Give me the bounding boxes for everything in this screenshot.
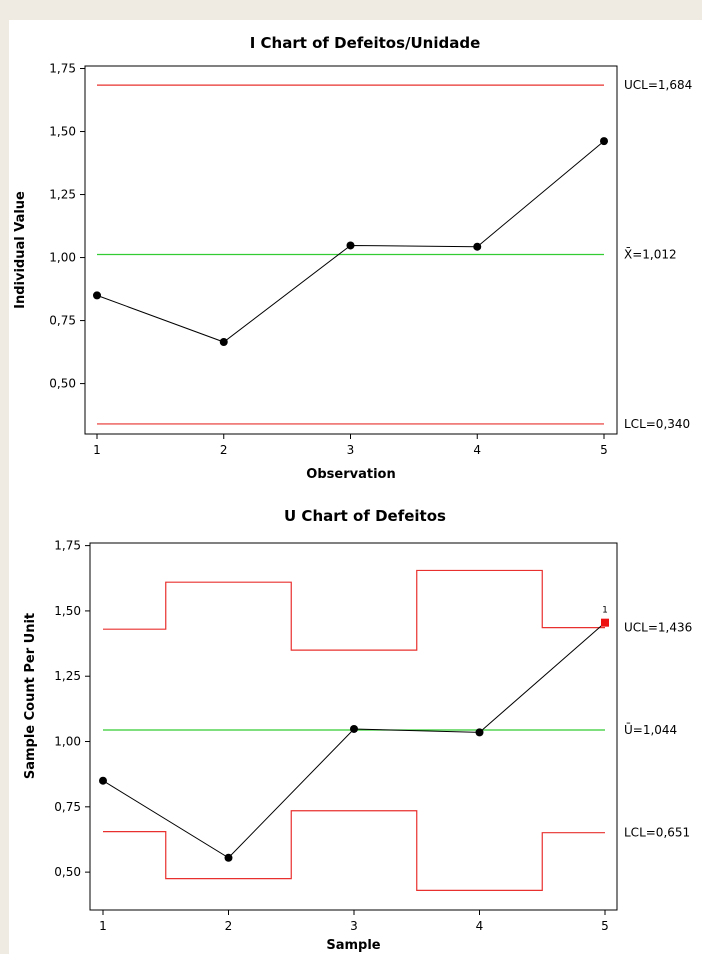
y-tick-label: 1,25 <box>49 188 76 202</box>
x-tick-label: 4 <box>473 443 481 457</box>
out-of-control-point <box>601 618 609 627</box>
data-point <box>346 241 355 250</box>
u-chart: U Chart of Defeitos Sample Sample Count Pe… <box>23 507 692 953</box>
out-of-control-flag: 1 <box>602 606 608 616</box>
x-tick-label: 5 <box>600 443 608 457</box>
y-tick-label: 1,00 <box>54 735 81 749</box>
y-axis-label: Sample Count Per Unit <box>23 613 38 779</box>
x-axis-label: Sample <box>326 938 380 953</box>
center-label: X̄=1,012 <box>624 247 677 261</box>
y-tick-label: 0,75 <box>54 800 81 814</box>
data-point <box>93 291 101 300</box>
data-point <box>600 137 608 146</box>
x-tick-label: 3 <box>347 443 355 457</box>
y-tick-label: 1,75 <box>54 539 81 553</box>
y-tick-label: 1,50 <box>49 125 76 139</box>
ucl-step-line <box>103 569 605 651</box>
lcl-step-line <box>103 810 605 892</box>
data-point <box>99 776 107 785</box>
x-tick-label: 1 <box>93 443 101 457</box>
y-tick-label: 0,75 <box>49 314 76 328</box>
y-tick-label: 1,50 <box>54 604 81 618</box>
x-tick-label: 2 <box>225 919 233 933</box>
ucl-label: UCL=1,436 <box>624 621 692 635</box>
x-axis-label: Observation <box>306 467 395 482</box>
plot-area <box>84 65 618 435</box>
data-point <box>473 242 482 251</box>
x-tick-label: 5 <box>601 919 609 933</box>
lcl-label: LCL=0,340 <box>624 417 690 431</box>
data-point <box>350 724 358 733</box>
ucl-label: UCL=1,684 <box>624 78 692 92</box>
data-point <box>475 728 484 737</box>
chart-title: I Chart of Defeitos/Unidade <box>250 34 481 52</box>
y-tick-label: 1,25 <box>54 669 81 683</box>
x-tick-label: 4 <box>476 919 484 933</box>
center-label: Ū=1,044 <box>624 723 677 737</box>
y-tick-label: 1,00 <box>49 251 76 265</box>
data-point <box>219 338 228 346</box>
y-tick-label: 0,50 <box>54 865 81 879</box>
x-tick-label: 1 <box>99 919 107 933</box>
x-tick-label: 2 <box>220 443 228 457</box>
i-chart: I Chart of Defeitos/Unidade Observation In… <box>13 34 692 482</box>
y-axis-label: Individual Value <box>13 191 28 309</box>
x-tick-label: 3 <box>350 919 358 933</box>
data-point <box>224 853 233 862</box>
y-tick-label: 1,75 <box>49 62 76 76</box>
y-tick-label: 0,50 <box>49 377 76 391</box>
chart-title: U Chart of Defeitos <box>284 507 446 525</box>
lcl-label: LCL=0,651 <box>624 826 690 840</box>
